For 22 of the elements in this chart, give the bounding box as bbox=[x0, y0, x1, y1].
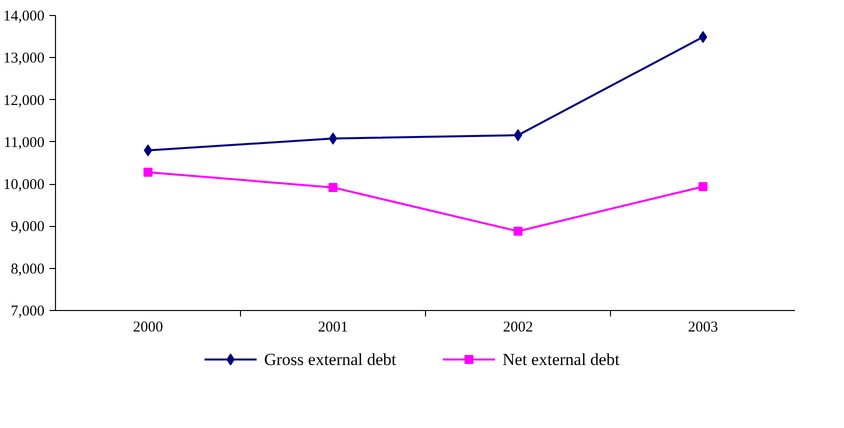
legend-label: Gross external debt bbox=[264, 350, 397, 369]
point bbox=[144, 144, 152, 156]
y-tick-label: 14,000 bbox=[3, 8, 44, 24]
x-tick-label: 2000 bbox=[133, 320, 163, 336]
x-tick-label: 2003 bbox=[688, 320, 718, 336]
point bbox=[514, 129, 522, 142]
y-tick-label: 11,000 bbox=[4, 134, 45, 151]
y-tick-label: 10,000 bbox=[3, 177, 44, 194]
y-tick-label: 13,000 bbox=[3, 50, 44, 67]
y-tick-label: 12,000 bbox=[3, 92, 44, 109]
point bbox=[514, 226, 522, 236]
legend-label: Net external debt bbox=[502, 350, 620, 369]
y-tick-label: 8,000 bbox=[10, 261, 44, 278]
y-tick-label: 9,000 bbox=[10, 219, 44, 236]
point bbox=[698, 30, 708, 43]
point bbox=[144, 168, 152, 177]
x-tick-label: 2001 bbox=[318, 320, 348, 336]
point bbox=[328, 182, 338, 192]
y-tick-label: 7,000 bbox=[10, 304, 44, 320]
point bbox=[698, 182, 708, 192]
x-tick-label: 2002 bbox=[503, 320, 533, 336]
point bbox=[328, 132, 338, 145]
